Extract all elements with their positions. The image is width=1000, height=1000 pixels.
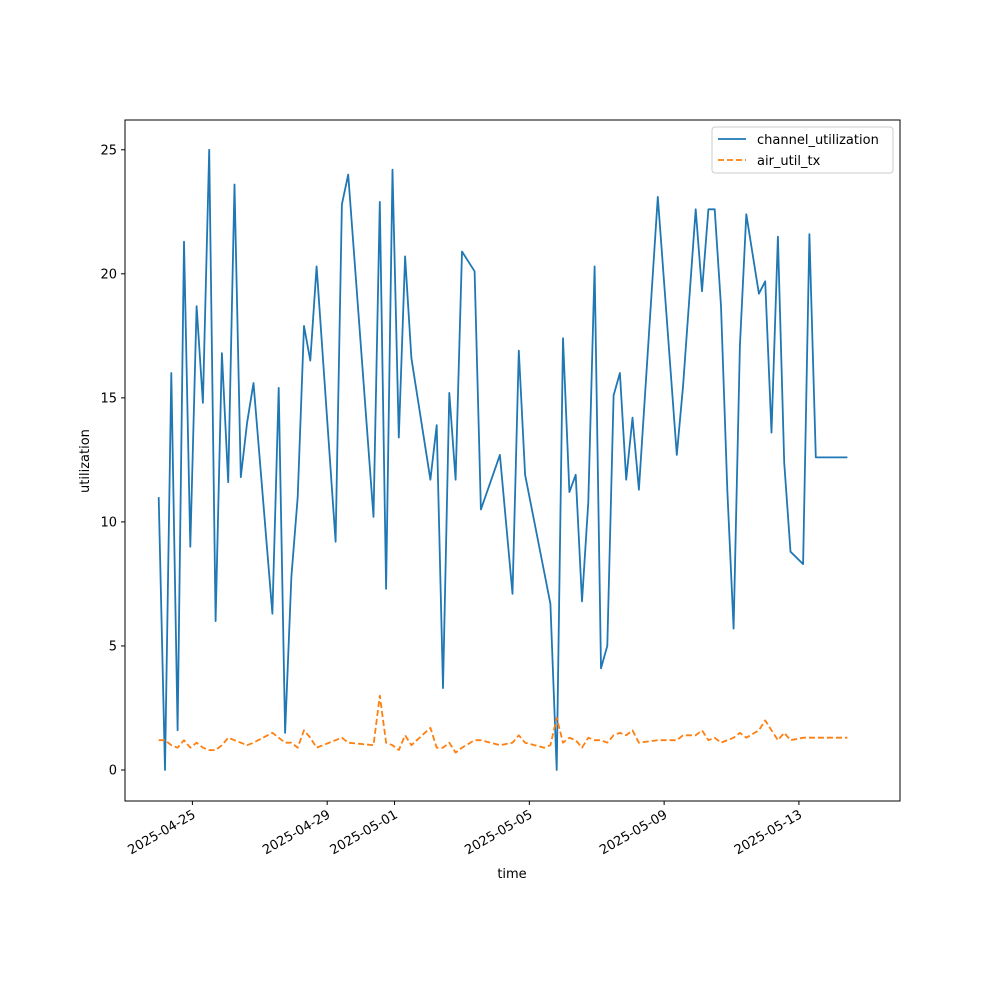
y-tick-label: 0 <box>109 763 117 778</box>
x-axis-label: time <box>497 867 526 882</box>
y-tick-label: 10 <box>100 515 117 530</box>
y-tick-label: 5 <box>109 639 117 654</box>
y-axis: 0 5 10 15 20 25 <box>100 143 125 778</box>
y-axis-label: utilization <box>78 429 93 493</box>
legend: channel_utilization air_util_tx <box>711 126 894 174</box>
y-tick-label: 20 <box>100 267 117 282</box>
legend-box <box>711 126 894 174</box>
y-tick-label: 15 <box>100 391 117 406</box>
legend-label-air-util-tx: air_util_tx <box>757 154 821 169</box>
plot-frame <box>124 119 901 802</box>
y-tick-label: 25 <box>100 143 117 158</box>
legend-label-channel-utilization: channel_utilization <box>757 133 879 148</box>
series-line-air-util-tx <box>158 694 848 754</box>
series-layer <box>157 148 848 771</box>
series-line-channel-utilization <box>157 148 848 771</box>
